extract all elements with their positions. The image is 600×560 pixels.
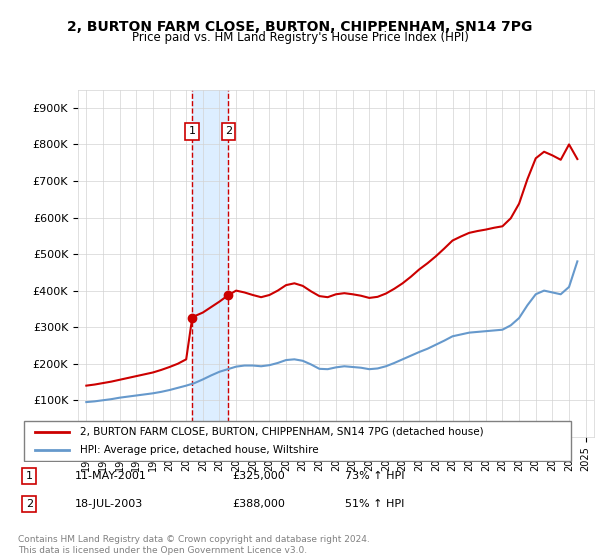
Text: Contains HM Land Registry data © Crown copyright and database right 2024.: Contains HM Land Registry data © Crown c… (18, 535, 370, 544)
Text: 51% ↑ HPI: 51% ↑ HPI (345, 499, 404, 509)
Text: £325,000: £325,000 (232, 471, 285, 481)
Text: 2, BURTON FARM CLOSE, BURTON, CHIPPENHAM, SN14 7PG (detached house): 2, BURTON FARM CLOSE, BURTON, CHIPPENHAM… (80, 427, 484, 437)
Text: This data is licensed under the Open Government Licence v3.0.: This data is licensed under the Open Gov… (18, 546, 307, 555)
Text: 2, BURTON FARM CLOSE, BURTON, CHIPPENHAM, SN14 7PG: 2, BURTON FARM CLOSE, BURTON, CHIPPENHAM… (67, 20, 533, 34)
Text: HPI: Average price, detached house, Wiltshire: HPI: Average price, detached house, Wilt… (80, 445, 319, 455)
Text: 18-JUL-2003: 18-JUL-2003 (74, 499, 143, 509)
Text: 2: 2 (26, 499, 33, 509)
Text: 73% ↑ HPI: 73% ↑ HPI (345, 471, 404, 481)
Text: 1: 1 (26, 471, 33, 481)
Text: 1: 1 (188, 126, 196, 136)
Text: 11-MAY-2001: 11-MAY-2001 (74, 471, 146, 481)
FancyBboxPatch shape (23, 421, 571, 461)
Text: 2: 2 (225, 126, 232, 136)
Text: Price paid vs. HM Land Registry's House Price Index (HPI): Price paid vs. HM Land Registry's House … (131, 31, 469, 44)
Bar (192, 90, 229, 437)
Text: £388,000: £388,000 (232, 499, 285, 509)
